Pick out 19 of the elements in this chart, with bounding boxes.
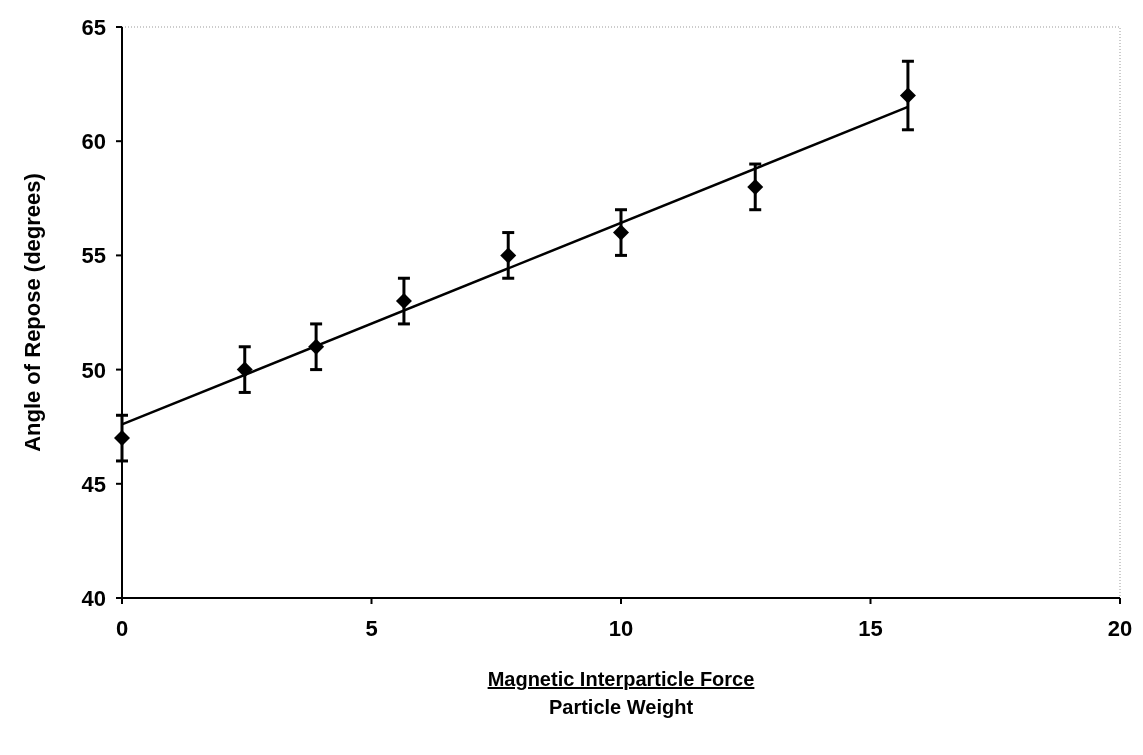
point — [747, 178, 764, 195]
y-tick-label: 40 — [81, 586, 106, 611]
point — [613, 224, 629, 241]
point — [114, 430, 130, 447]
x-tick-label: 5 — [365, 616, 378, 641]
x-axis-title: Magnetic Interparticle Force Particle Weight — [487, 668, 755, 718]
y-tick-label: 60 — [81, 129, 106, 155]
point — [395, 293, 412, 310]
y-tick-label: 55 — [81, 243, 106, 269]
y-axis-title: Angle of Repose (degrees) — [20, 173, 45, 452]
x-tick-label: 10 — [608, 616, 634, 641]
x-tick-label: 20 — [1107, 616, 1133, 641]
y-tick-label: 45 — [81, 471, 106, 497]
x-tick-label: 15 — [858, 616, 883, 641]
point — [500, 247, 517, 264]
y-tick-label: 50 — [81, 357, 106, 383]
point — [899, 87, 916, 104]
y-tick-label: 65 — [81, 15, 106, 40]
x-tick-label: 0 — [115, 616, 129, 641]
